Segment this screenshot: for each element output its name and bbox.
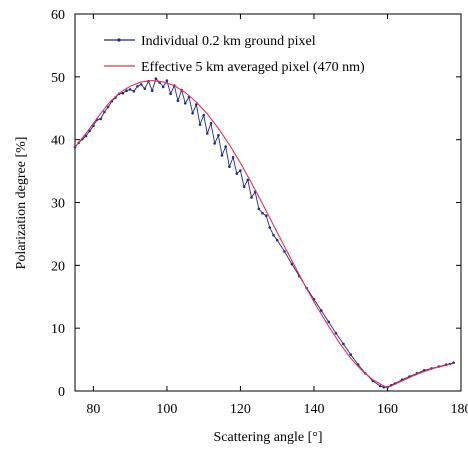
data-point xyxy=(88,129,91,133)
data-point xyxy=(176,99,180,102)
y-tick-label: 30 xyxy=(51,197,65,212)
data-point xyxy=(231,156,235,159)
y-tick-label: 60 xyxy=(51,8,65,23)
series-line-averaged xyxy=(74,80,454,388)
data-point xyxy=(139,83,143,86)
x-tick-label: 80 xyxy=(86,402,100,417)
x-tick-label: 160 xyxy=(377,402,398,417)
y-tick-label: 40 xyxy=(51,134,65,149)
x-tick-label: 180 xyxy=(451,402,468,417)
data-point xyxy=(99,117,102,121)
x-tick-label: 140 xyxy=(303,402,324,417)
data-point xyxy=(169,92,172,96)
data-point xyxy=(132,90,136,93)
data-point xyxy=(125,89,128,92)
y-axis-label: Polarization degree [%] xyxy=(14,137,29,270)
series-layer xyxy=(73,77,455,389)
data-point xyxy=(272,233,275,237)
data-point xyxy=(242,185,246,189)
data-point xyxy=(239,169,242,172)
data-point xyxy=(283,250,286,253)
y-tick-label: 50 xyxy=(51,71,65,86)
data-point xyxy=(349,353,353,356)
x-tick-label: 100 xyxy=(156,402,177,417)
y-tick-label: 0 xyxy=(58,385,65,400)
data-point xyxy=(378,384,382,388)
data-point xyxy=(268,226,272,229)
data-point xyxy=(128,88,132,91)
legend-swatch-marker xyxy=(117,38,121,42)
data-point xyxy=(191,112,194,115)
data-point xyxy=(342,342,345,346)
y-tick-label: 20 xyxy=(51,259,65,274)
data-point xyxy=(261,211,264,215)
data-point xyxy=(264,214,268,217)
axis-ticks: 80 100 120 140 160 180 0 10 20 30 40 50 60 xyxy=(51,8,468,417)
data-point xyxy=(213,142,216,145)
data-point xyxy=(224,145,227,148)
data-point xyxy=(84,134,88,138)
data-point xyxy=(202,113,205,117)
data-point xyxy=(250,196,253,199)
data-point xyxy=(327,320,331,324)
legend-label-individual: Individual 0.2 km ground pixel xyxy=(141,34,316,49)
data-point xyxy=(209,122,213,125)
data-point xyxy=(136,85,139,88)
data-point xyxy=(121,91,125,95)
data-point xyxy=(235,172,239,175)
data-point xyxy=(150,89,154,92)
legend: Individual 0.2 km ground pixel Effective… xyxy=(104,34,365,75)
data-point xyxy=(195,103,198,106)
y-tick-label: 10 xyxy=(51,322,65,337)
data-point xyxy=(257,207,261,211)
x-tick-label: 120 xyxy=(230,402,251,417)
data-point xyxy=(165,79,169,82)
data-point xyxy=(246,178,250,182)
data-point xyxy=(290,262,294,266)
data-point xyxy=(103,110,106,114)
data-point xyxy=(320,309,323,312)
data-point xyxy=(198,123,202,126)
data-point xyxy=(220,154,224,157)
data-point xyxy=(154,77,158,80)
data-point xyxy=(206,132,209,135)
data-point xyxy=(275,238,279,242)
data-point xyxy=(228,165,231,168)
data-point xyxy=(92,124,95,128)
x-axis-label: Scattering angle [°] xyxy=(214,430,323,445)
legend-label-averaged: Effective 5 km averaged pixel (470 nm) xyxy=(141,60,365,75)
data-point xyxy=(161,85,165,89)
data-point xyxy=(184,101,187,105)
data-point xyxy=(217,134,220,137)
data-point xyxy=(143,87,147,91)
series-line-individual xyxy=(74,78,454,388)
data-point xyxy=(334,331,338,335)
data-point xyxy=(106,105,110,109)
